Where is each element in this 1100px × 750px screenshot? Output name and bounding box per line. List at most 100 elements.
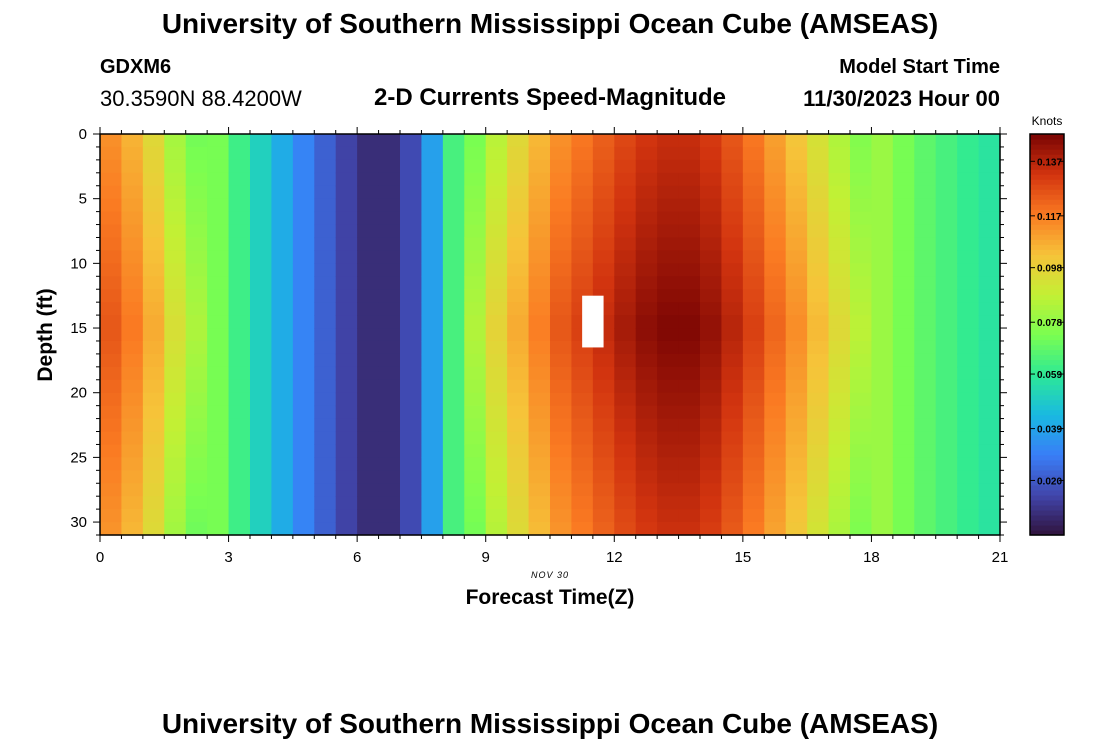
- heatmap-cell: [121, 470, 144, 484]
- heatmap-cell: [507, 444, 530, 458]
- heatmap-cell: [550, 418, 573, 433]
- heatmap-cell: [657, 263, 680, 277]
- heatmap-cell: [635, 470, 658, 484]
- colorbar-swatch: [1030, 274, 1064, 280]
- heatmap-cell: [550, 250, 573, 264]
- colorbar-swatch: [1030, 374, 1064, 381]
- heatmap-cell: [442, 379, 465, 394]
- heatmap-cell: [164, 211, 187, 226]
- heatmap-cell: [807, 211, 830, 226]
- heatmap-cell: [207, 496, 230, 510]
- heatmap-cell: [185, 444, 208, 458]
- heatmap-cell: [850, 250, 873, 264]
- x-tick-label: 3: [224, 549, 232, 566]
- heatmap-cell: [292, 353, 315, 368]
- heatmap-cell: [142, 289, 165, 303]
- heatmap-cell: [571, 250, 594, 264]
- heatmap-cell: [442, 418, 465, 433]
- heatmap-cell: [957, 198, 980, 213]
- heatmap-cell: [592, 172, 615, 187]
- heatmap-cell: [678, 470, 701, 484]
- colorbar-swatch: [1030, 224, 1064, 230]
- heatmap-cell: [850, 146, 873, 161]
- heatmap-cell: [892, 134, 915, 148]
- heatmap-cell: [978, 509, 1001, 523]
- heatmap-cell: [592, 224, 615, 239]
- heatmap-cell: [678, 328, 701, 342]
- heatmap-cell: [464, 289, 487, 303]
- heatmap-cell: [678, 431, 701, 446]
- heatmap-cell: [828, 392, 851, 407]
- heatmap-cell: [485, 250, 508, 264]
- heatmap-cell: [485, 444, 508, 458]
- colorbar-swatch: [1030, 289, 1064, 295]
- heatmap-cell: [850, 353, 873, 368]
- heatmap-cell: [935, 159, 958, 174]
- heatmap-cell: [142, 276, 165, 290]
- heatmap-cell: [657, 366, 680, 381]
- colorbar-swatch: [1030, 339, 1064, 346]
- heatmap-cell: [828, 418, 851, 433]
- heatmap-cell: [142, 302, 165, 316]
- heatmap-cell: [121, 159, 144, 174]
- heatmap-cell: [892, 340, 915, 355]
- heatmap-cell: [935, 340, 958, 355]
- heatmap-cell: [378, 224, 401, 239]
- heatmap-cell: [292, 470, 315, 484]
- heatmap-cell: [700, 302, 723, 316]
- heatmap-cell: [142, 366, 165, 381]
- heatmap-cell: [764, 522, 787, 536]
- heatmap-cell: [378, 172, 401, 187]
- heatmap-cell: [442, 185, 465, 200]
- heatmap-cell: [614, 509, 637, 523]
- heatmap-cell: [142, 211, 165, 226]
- heatmap-cell: [678, 522, 701, 536]
- heatmap-cell: [742, 470, 765, 484]
- heatmap-cell: [314, 315, 337, 329]
- heatmap-cell: [550, 522, 573, 536]
- heatmap-cell: [164, 134, 187, 148]
- heatmap-cell: [378, 457, 401, 471]
- heatmap-cell: [400, 522, 423, 536]
- heatmap-cell: [250, 509, 273, 523]
- heatmap-cell: [657, 353, 680, 368]
- heatmap-cell: [742, 392, 765, 407]
- heatmap-cell: [785, 353, 808, 368]
- colorbar-swatch: [1030, 204, 1064, 210]
- heatmap-cell: [528, 159, 551, 174]
- heatmap-cell: [657, 405, 680, 420]
- heatmap-cell: [507, 392, 530, 407]
- heatmap-cell: [850, 509, 873, 523]
- heatmap-cell: [314, 134, 337, 148]
- model-start-label: Model Start Time: [839, 56, 1000, 78]
- heatmap-cell: [678, 263, 701, 277]
- heatmap-cell: [121, 198, 144, 213]
- heatmap-cell: [185, 315, 208, 329]
- heatmap-cell: [464, 276, 487, 290]
- heatmap-cell: [421, 431, 444, 446]
- heatmap-cell: [314, 366, 337, 381]
- heatmap-cell: [807, 418, 830, 433]
- heatmap-cell: [550, 315, 573, 329]
- heatmap-cell: [142, 444, 165, 458]
- heatmap-cell: [935, 224, 958, 239]
- heatmap-cell: [850, 198, 873, 213]
- heatmap-cell: [142, 224, 165, 239]
- station-location: 30.3590N 88.4200W: [100, 86, 302, 111]
- heatmap-cell: [292, 276, 315, 290]
- heatmap-cell: [764, 418, 787, 433]
- heatmap-cell: [657, 509, 680, 523]
- heatmap-cell: [635, 522, 658, 536]
- heatmap-cell: [314, 263, 337, 277]
- heatmap-cell: [121, 418, 144, 433]
- heatmap-cell: [378, 134, 401, 148]
- heatmap-cell: [957, 470, 980, 484]
- heatmap-cell: [592, 353, 615, 368]
- heatmap-cell: [207, 483, 230, 497]
- heatmap-cell: [807, 315, 830, 329]
- heatmap-cell: [742, 211, 765, 226]
- heatmap-cell: [528, 263, 551, 277]
- heatmap-cell: [142, 172, 165, 187]
- heatmap-cell: [914, 366, 937, 381]
- heatmap-cell: [807, 366, 830, 381]
